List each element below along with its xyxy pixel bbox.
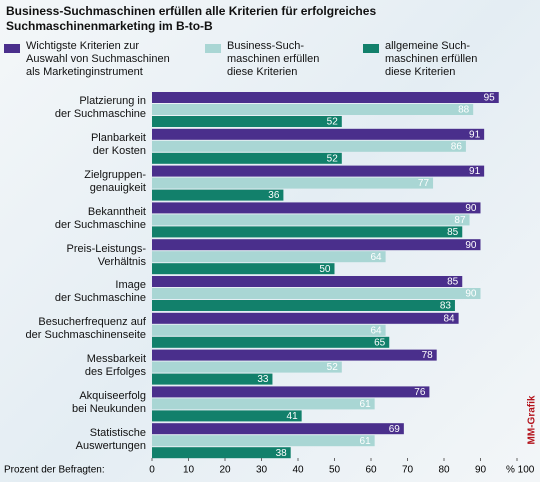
bar bbox=[152, 300, 455, 311]
y-tick-label: Bekanntheit der Suchmaschine bbox=[54, 205, 146, 231]
bar bbox=[152, 152, 342, 164]
value-label: 38 bbox=[276, 448, 288, 459]
bar bbox=[152, 189, 284, 201]
bar bbox=[152, 92, 499, 103]
y-tick-label: Image der Suchmaschine bbox=[54, 279, 146, 305]
bar bbox=[152, 116, 342, 127]
x-tick-label: 80 bbox=[438, 465, 450, 476]
value-label: 91 bbox=[469, 129, 481, 140]
x-tick-label: 90 bbox=[475, 465, 487, 476]
value-label: 90 bbox=[465, 240, 477, 251]
value-label: 61 bbox=[360, 436, 372, 447]
bar bbox=[152, 435, 375, 447]
value-label: 88 bbox=[458, 105, 470, 116]
value-label: 95 bbox=[484, 93, 496, 104]
value-label: 50 bbox=[319, 264, 331, 275]
bar bbox=[152, 288, 481, 299]
value-label: 91 bbox=[469, 166, 481, 177]
value-label: 78 bbox=[422, 350, 434, 361]
bar bbox=[152, 324, 386, 336]
x-tick-label: 20 bbox=[219, 465, 231, 476]
value-label: 52 bbox=[327, 153, 339, 164]
value-label: 83 bbox=[440, 301, 452, 312]
chart-title: Business-Suchmaschinen erfüllen alle Kri… bbox=[6, 4, 377, 33]
y-tick-label: Zielgruppen- genauigkeit bbox=[84, 169, 146, 194]
credit: MM-Grafik bbox=[527, 395, 538, 444]
bar bbox=[152, 239, 481, 251]
x-axis-label: Prozent der Befragten: bbox=[4, 465, 105, 476]
bar bbox=[152, 336, 390, 348]
bar bbox=[152, 140, 466, 152]
y-tick-label: Besucherfrequenz auf der Suchmaschinense… bbox=[25, 316, 146, 342]
value-label: 64 bbox=[370, 325, 382, 336]
value-label: 33 bbox=[257, 374, 269, 385]
value-label: 52 bbox=[327, 362, 339, 373]
y-tick-label: Preis-Leistungs- Verhältnis bbox=[66, 242, 146, 268]
y-tick-label: Messbarkeit des Erfolges bbox=[84, 353, 146, 378]
value-label: 61 bbox=[360, 399, 372, 410]
x-tick-label: 70 bbox=[402, 465, 414, 476]
value-label: 90 bbox=[465, 289, 477, 300]
bar bbox=[152, 263, 335, 275]
x-tick-label: 30 bbox=[256, 465, 268, 476]
bar bbox=[152, 214, 470, 226]
bar bbox=[152, 398, 375, 410]
value-label: 87 bbox=[454, 215, 466, 226]
bar bbox=[152, 165, 485, 177]
bar bbox=[152, 349, 437, 361]
value-label: 84 bbox=[443, 313, 455, 324]
y-tick-label: Akquiseerfolg bei Neukunden bbox=[71, 389, 146, 415]
value-label: 90 bbox=[465, 203, 477, 214]
bar bbox=[152, 410, 302, 422]
bar bbox=[152, 276, 463, 287]
value-label: 52 bbox=[327, 117, 339, 128]
bar bbox=[152, 361, 342, 373]
value-label: 77 bbox=[418, 178, 430, 189]
x-tick-label: 40 bbox=[292, 465, 304, 476]
bar bbox=[152, 177, 434, 189]
legend-label: allgemeine Such- maschinen erfüllen dies… bbox=[385, 40, 478, 78]
x-tick-label: 60 bbox=[365, 465, 377, 476]
value-label: 65 bbox=[374, 337, 386, 348]
value-label: 85 bbox=[447, 277, 459, 288]
legend-swatch bbox=[205, 44, 221, 53]
value-label: 86 bbox=[451, 141, 463, 152]
bar bbox=[152, 202, 481, 214]
value-label: 64 bbox=[370, 252, 382, 263]
legend-label: Business-Such- maschinen erfüllen diese … bbox=[227, 40, 320, 78]
value-label: 85 bbox=[447, 227, 459, 238]
x-tick-label: % 100 bbox=[506, 465, 535, 476]
y-tick-label: Platzierung in der Suchmaschine bbox=[54, 95, 146, 121]
bar bbox=[152, 128, 485, 140]
y-tick-label: Statistische Auswertungen bbox=[75, 426, 146, 452]
bar bbox=[152, 373, 273, 385]
bar bbox=[152, 312, 459, 324]
bar bbox=[152, 104, 474, 115]
bar bbox=[152, 386, 430, 398]
value-label: 36 bbox=[268, 190, 280, 201]
legend-swatch bbox=[4, 44, 20, 53]
bar bbox=[152, 447, 291, 459]
legend-label: Wichtigste Kriterien zur Auswahl von Suc… bbox=[26, 40, 170, 78]
x-tick-label: 10 bbox=[183, 465, 195, 476]
x-tick-label: 50 bbox=[329, 465, 341, 476]
value-label: 76 bbox=[414, 387, 426, 398]
y-tick-label: Planbarkeit der Kosten bbox=[90, 132, 146, 158]
x-tick-label: 0 bbox=[149, 465, 155, 476]
legend-swatch bbox=[363, 44, 379, 53]
bar bbox=[152, 251, 386, 263]
value-label: 69 bbox=[389, 424, 401, 435]
value-label: 41 bbox=[287, 411, 299, 422]
bar bbox=[152, 423, 404, 435]
bar bbox=[152, 226, 463, 238]
